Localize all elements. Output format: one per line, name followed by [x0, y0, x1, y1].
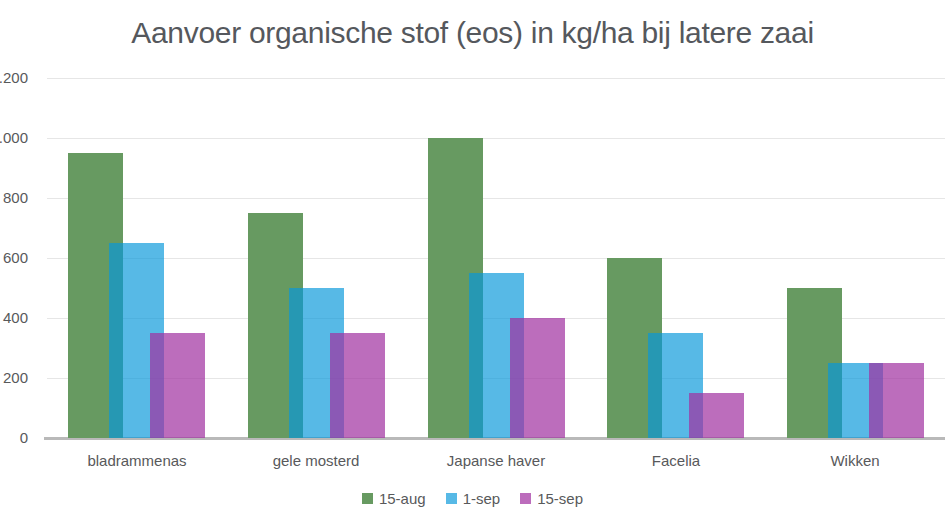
gridline-600 — [47, 258, 945, 259]
category-label: Japanse haver — [411, 452, 581, 469]
y-tick-label: 400 — [3, 310, 28, 326]
legend-swatch-icon — [362, 493, 373, 504]
bar-15-sep-gele-mosterd — [330, 333, 385, 438]
y-tick-label: 1.200 — [0, 70, 28, 86]
gridline-1200 — [47, 78, 945, 79]
category-label: gele mosterd — [231, 452, 401, 469]
gridline-800 — [47, 198, 945, 199]
y-tick-label: 0 — [20, 430, 28, 446]
category-label: Facelia — [591, 452, 761, 469]
bar-15-sep-Wikken — [869, 363, 924, 438]
legend-swatch-icon — [446, 493, 457, 504]
y-tick-label: 600 — [3, 250, 28, 266]
y-tick-label: 1.000 — [0, 130, 28, 146]
legend-label: 1-sep — [463, 490, 501, 507]
legend-label: 15-aug — [379, 490, 426, 507]
legend-item-1-sep: 1-sep — [446, 490, 501, 507]
chart-title: Aanvoer organische stof (eos) in kg/ha b… — [0, 16, 945, 50]
chart-legend: 15-aug 1-sep 15-sep — [0, 490, 945, 507]
gridline-1000 — [47, 138, 945, 139]
legend-item-15-aug: 15-aug — [362, 490, 426, 507]
y-tick-label: 800 — [3, 190, 28, 206]
bar-15-sep-Facelia — [689, 393, 744, 438]
bar-15-sep-bladrammenas — [150, 333, 205, 438]
y-tick-label: 200 — [3, 370, 28, 386]
legend-label: 15-sep — [537, 490, 583, 507]
bar-chart: Aanvoer organische stof (eos) in kg/ha b… — [0, 0, 945, 530]
legend-swatch-icon — [520, 493, 531, 504]
category-label: Wikken — [770, 452, 940, 469]
category-label: bladrammenas — [52, 452, 222, 469]
legend-item-15-sep: 15-sep — [520, 490, 583, 507]
bar-15-sep-Japanse-haver — [510, 318, 565, 438]
